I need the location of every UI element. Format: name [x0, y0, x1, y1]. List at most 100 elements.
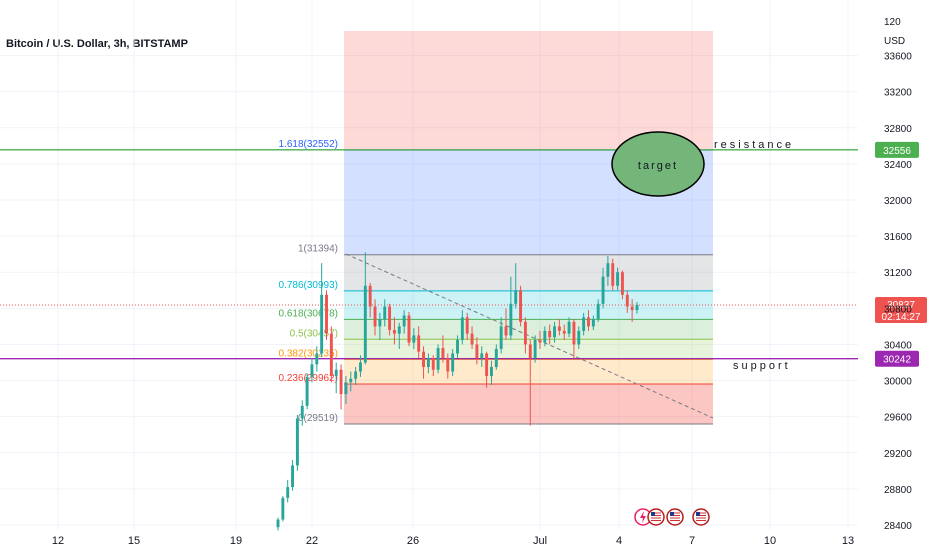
- price-tick-label: 28400: [884, 521, 912, 532]
- fib-zone: [344, 319, 713, 340]
- currency-label[interactable]: USD: [884, 36, 906, 47]
- candle-body: [402, 315, 406, 327]
- candle-body: [548, 330, 552, 338]
- us-flag-event-icon: [692, 508, 710, 526]
- price-tick-label: 31200: [884, 268, 912, 279]
- candle-body: [431, 357, 435, 370]
- time-tick-label: 22: [306, 535, 318, 547]
- symbol-title[interactable]: Bitcoin / U.S. Dollar, 3h, BITSTAMP: [6, 38, 188, 50]
- candle-body: [562, 330, 566, 334]
- resistance-label: resistance: [714, 139, 794, 151]
- candle-body: [451, 353, 455, 372]
- fib-level-label: 0.382(30235): [279, 348, 339, 359]
- target-label: target: [638, 160, 678, 172]
- last-price-countdown: 02:14:27: [882, 312, 921, 323]
- candle-body: [291, 465, 295, 488]
- resistance-price-badge-text: 32556: [883, 146, 911, 157]
- candle-body: [616, 272, 620, 286]
- candle-body: [441, 348, 445, 358]
- fib-zone: [344, 383, 713, 424]
- candle-body: [368, 285, 372, 307]
- candle-body: [528, 344, 532, 358]
- candle-body: [596, 303, 600, 320]
- price-tick-label: 30800: [884, 304, 912, 315]
- candle-body: [630, 306, 634, 311]
- candle-body: [509, 303, 513, 336]
- candle-body: [557, 326, 561, 331]
- fib-level-label: 0(29519): [298, 413, 338, 424]
- candle-body: [329, 333, 333, 377]
- candle-body: [436, 348, 440, 370]
- candle-body: [591, 319, 595, 327]
- time-tick-label: 15: [128, 535, 140, 547]
- price-tick-label: 28800: [884, 485, 912, 496]
- candle-body: [460, 317, 464, 340]
- time-axis: 12 15 19 22 26 Jul 4 7 10 13: [52, 535, 854, 547]
- price-tick-label: 33600: [884, 52, 912, 63]
- candle-body: [582, 317, 586, 331]
- candle-body: [392, 329, 396, 334]
- candle-body: [446, 357, 450, 372]
- flag-canton: [651, 512, 655, 516]
- time-tick-label: 26: [407, 535, 419, 547]
- last-price-badge: [875, 296, 927, 323]
- candle-body: [310, 364, 314, 377]
- price-tick-label: 32000: [884, 196, 912, 207]
- candle-body: [339, 369, 343, 395]
- time-tick-label: 10: [764, 535, 776, 547]
- price-tick-label: 32800: [884, 124, 912, 135]
- support-label: support: [733, 360, 791, 372]
- fib-zone: [344, 254, 713, 291]
- candle-body: [465, 317, 469, 334]
- candle-body: [620, 272, 624, 295]
- target-ellipse: [611, 131, 705, 197]
- resistance-price-badge: [875, 141, 919, 158]
- candle-body: [538, 339, 542, 343]
- fib-zone: [344, 359, 713, 384]
- candle-body: [499, 326, 503, 349]
- trendline: [345, 253, 714, 419]
- candle-body: [422, 351, 425, 368]
- candle-body: [611, 263, 615, 286]
- us-flag-event-icon: [666, 508, 684, 526]
- time-tick-label: 7: [689, 535, 695, 547]
- fib-level-label: 0.786(30993): [279, 280, 339, 291]
- candle-body: [567, 321, 571, 334]
- candle-body: [523, 321, 527, 345]
- time-tick-label: Jul: [533, 535, 547, 547]
- candle-body: [601, 276, 605, 304]
- candle-body: [320, 294, 324, 354]
- candle-body: [426, 357, 430, 368]
- lightning-glyph: [640, 511, 646, 523]
- candles: [276, 252, 639, 531]
- flag-canton: [670, 512, 674, 516]
- candle-body: [470, 333, 474, 345]
- time-tick-label: 19: [230, 535, 242, 547]
- candle-body: [494, 348, 498, 368]
- candle-body: [485, 353, 489, 377]
- candle-body: [354, 371, 358, 379]
- price-tick-label: 31600: [884, 232, 912, 243]
- candle-body: [504, 326, 508, 336]
- price-tick-label: 30400: [884, 340, 912, 351]
- candle-body: [373, 306, 377, 327]
- fib-level-label: 1.618(32552): [279, 139, 339, 150]
- candle-body: [383, 306, 387, 320]
- us-flag-event-icon: [647, 508, 665, 526]
- candle-body: [359, 362, 362, 372]
- fib-zone-top: [344, 31, 713, 151]
- last-price-value: 30837: [887, 300, 915, 311]
- candle-body: [325, 294, 328, 334]
- event-icons: [634, 508, 710, 526]
- fib-level-label: 1(31394): [298, 244, 338, 255]
- candle-body: [490, 367, 493, 377]
- fibonacci-zones: [344, 31, 713, 424]
- candle-body: [587, 317, 590, 327]
- candle-body: [305, 376, 309, 406]
- candle-body: [378, 319, 382, 327]
- candle-body: [363, 285, 367, 363]
- candle-body: [480, 353, 484, 358]
- candle-body: [606, 263, 610, 277]
